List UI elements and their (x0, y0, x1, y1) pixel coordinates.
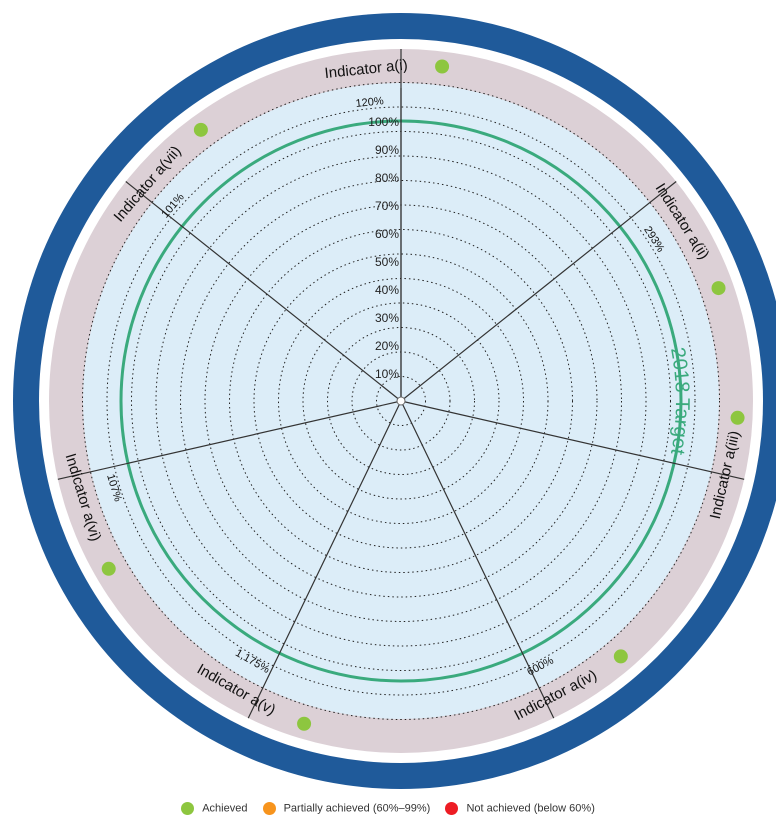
spoke-line (247, 400, 402, 719)
legend-item-partially-achieved: Partially achieved (60%–99%) (262, 802, 431, 815)
legend-item-achieved: Achieved (181, 802, 247, 815)
partially-achieved-dot-icon (262, 802, 276, 815)
radial-tick-label: 20% (375, 339, 399, 353)
radial-tick-label: 70% (375, 199, 399, 213)
status-dot (297, 716, 312, 731)
grid-ring (155, 155, 647, 647)
grid-ring (180, 180, 622, 622)
radial-tick-label: 40% (375, 283, 399, 297)
grid-ring (376, 376, 426, 426)
radial-tick-label: 30% (375, 311, 399, 325)
spoke-line (57, 400, 402, 480)
spoke-line (125, 181, 402, 402)
indicator-value-label: 120% (355, 95, 384, 110)
center-dot (396, 396, 406, 406)
spoke-line (400, 181, 677, 402)
achieved-dot-icon (181, 802, 195, 815)
not-achieved-dot-icon (445, 802, 459, 815)
legend-label: Partially achieved (60%–99%) (283, 802, 431, 815)
radial-tick-label: 90% (375, 143, 399, 157)
radial-tick-labels: 10% 20% 30% 40% 50% 60% 70% 80% 90% 100% (368, 115, 399, 381)
status-dot (193, 122, 208, 137)
legend-item-not-achieved: Not achieved (below 60%) (445, 802, 595, 815)
grid-ring (106, 106, 696, 696)
spoke-line (400, 400, 745, 480)
radial-tick-label: 100% (368, 115, 399, 129)
grid-ring (82, 82, 720, 720)
status-dot (101, 561, 116, 576)
grid-ring (253, 253, 549, 549)
radial-tick-label: 10% (375, 367, 399, 381)
radial-tick-label: 80% (375, 171, 399, 185)
legend-label: Achieved (202, 802, 248, 815)
legend-label: Not achieved (below 60%) (466, 802, 595, 815)
status-dot (613, 649, 628, 664)
status-dot (711, 281, 726, 296)
radial-tick-label: 60% (375, 227, 399, 241)
status-dot (435, 59, 450, 74)
grid-ring (302, 302, 500, 500)
grid-ring (229, 229, 573, 573)
legend: Achieved Partially achieved (60%–99%) No… (0, 802, 776, 815)
radial-tick-label: 50% (375, 255, 399, 269)
grid-ring (327, 327, 475, 475)
status-dot (730, 410, 745, 425)
spoke-line (400, 400, 555, 719)
